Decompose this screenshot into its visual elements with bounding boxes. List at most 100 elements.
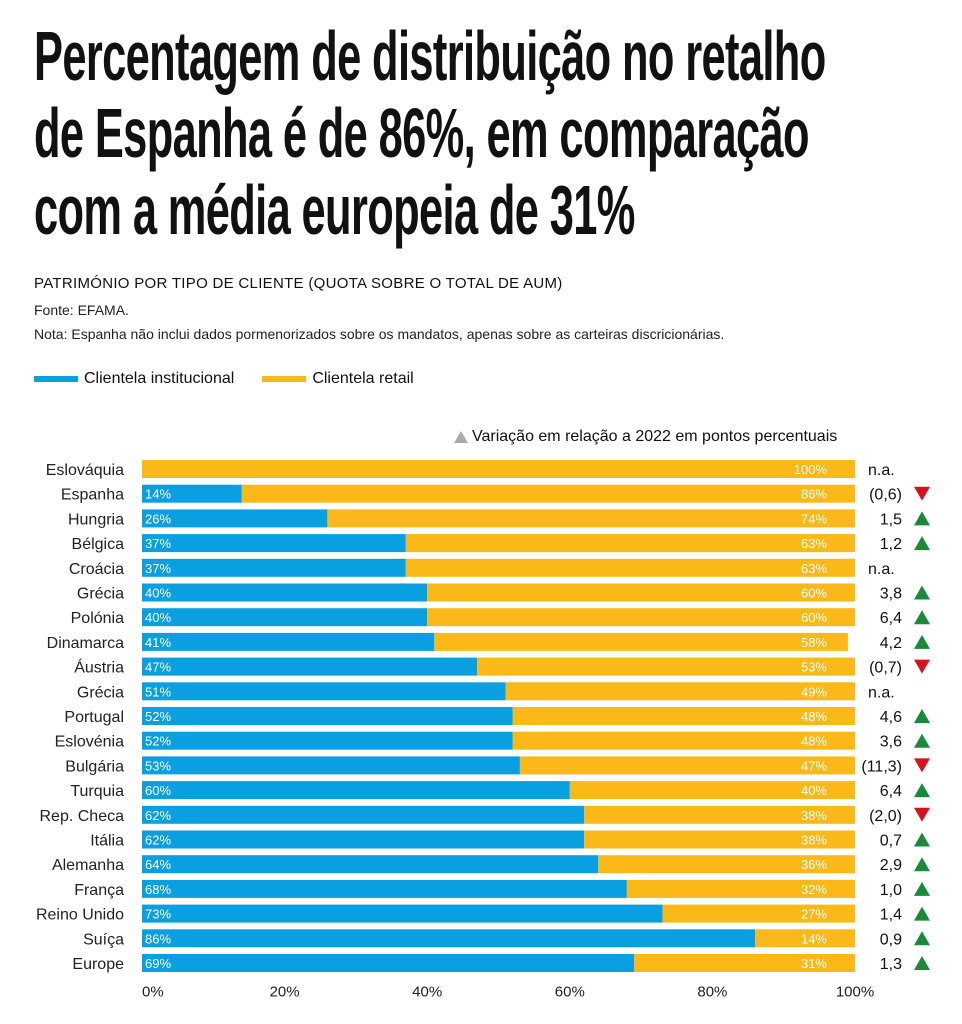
legend-swatch-institutional (34, 376, 78, 382)
legend-item-retail: Clientela retail (262, 370, 414, 388)
bar-retail (241, 484, 855, 503)
data-label-retail: 38% (801, 808, 827, 823)
arrow-up-icon (914, 906, 930, 921)
bar-institutional (142, 682, 506, 701)
category-label: Croácia (69, 561, 124, 578)
bar-retail (569, 781, 855, 800)
arrow-up-icon (914, 610, 930, 625)
data-label-institutional: 37% (145, 536, 171, 551)
data-label-retail: 60% (801, 586, 827, 601)
source-note: Fonte: EFAMA. (34, 302, 129, 318)
bar-retail (584, 805, 855, 824)
data-label-retail: 36% (801, 857, 827, 872)
data-label-institutional: 68% (145, 882, 171, 897)
data-label-institutional: 73% (145, 907, 171, 922)
category-label: Bulgária (65, 758, 124, 775)
arrow-up-icon (914, 511, 930, 526)
bar-institutional (142, 781, 570, 800)
variation-value: 6,4 (880, 783, 902, 800)
data-label-retail: 74% (801, 511, 827, 526)
bar-institutional (142, 756, 520, 775)
bar-retail (434, 632, 848, 651)
variation-value: 1,4 (880, 907, 902, 924)
data-label-institutional: 51% (145, 684, 171, 699)
data-label-institutional: 69% (145, 956, 171, 971)
bar-institutional (142, 509, 328, 528)
arrow-up-icon (914, 783, 930, 798)
arrow-up-icon (914, 733, 930, 748)
variation-note-label: Variação em relação a 2022 em pontos per… (472, 428, 838, 445)
data-label-institutional: 26% (145, 511, 171, 526)
variation-note: Variação em relação a 2022 em pontos per… (454, 428, 837, 446)
arrow-up-icon (914, 709, 930, 723)
bar-retail (662, 904, 855, 923)
category-label: Áustria (74, 658, 124, 677)
chart-subtitle: PATRIMÓNIO POR TIPO DE CLIENTE (QUOTA SO… (34, 275, 563, 292)
x-tick-label: 40% (412, 984, 442, 1001)
bar-retail (477, 657, 855, 676)
bar-retail (427, 608, 855, 627)
variation-value: n.a. (868, 561, 895, 578)
variation-value: (0,6) (869, 487, 902, 504)
x-tick-label: 20% (270, 984, 300, 1001)
bar-retail (512, 707, 855, 725)
arrow-up-icon (914, 881, 930, 896)
bar-retail (626, 879, 855, 898)
bar-institutional (142, 904, 663, 923)
chart-title: Percentagem de distribuição no retalho d… (34, 18, 826, 249)
data-label-retail: 31% (801, 956, 827, 971)
data-label-institutional: 60% (145, 783, 171, 798)
variation-value: 1,0 (880, 882, 902, 899)
bar-retail (142, 460, 855, 478)
data-label-retail: 63% (801, 536, 827, 551)
data-label-retail: 40% (801, 783, 827, 798)
bar-retail (633, 954, 855, 972)
data-label-retail: 48% (801, 709, 827, 724)
legend-label-institutional: Clientela institucional (84, 370, 235, 387)
bar-retail (598, 855, 855, 874)
bar-retail (584, 830, 855, 849)
bar-retail (519, 756, 855, 775)
variation-value: (0,7) (869, 660, 902, 677)
bar-institutional (142, 855, 599, 874)
data-label-retail: 48% (801, 734, 827, 749)
category-label: Itália (90, 833, 124, 850)
variation-value: 0,9 (880, 931, 902, 948)
arrow-up-icon (914, 634, 930, 649)
bar-institutional (142, 879, 627, 898)
title-line-3: com a média europeia de 31% (34, 171, 635, 249)
triangle-icon (454, 431, 468, 443)
variation-value: n.a. (868, 684, 895, 701)
variation-value: 3,8 (880, 586, 902, 603)
bar-institutional (142, 830, 585, 849)
data-label-institutional: 86% (145, 931, 171, 946)
data-label-institutional: 52% (145, 734, 171, 749)
category-label: França (74, 882, 124, 899)
variation-value: 2,9 (880, 857, 902, 874)
arrow-up-icon (914, 585, 930, 600)
data-label-retail: 58% (801, 635, 827, 650)
legend: Clientela institucional Clientela retail (34, 370, 442, 388)
legend-swatch-retail (262, 376, 307, 382)
bar-institutional (142, 534, 406, 553)
data-label-institutional: 37% (145, 561, 171, 576)
variation-value: (2,0) (869, 808, 902, 825)
arrow-down-icon (914, 486, 930, 501)
data-label-retail: 60% (801, 610, 827, 625)
data-label-retail: 53% (801, 660, 827, 675)
arrow-down-icon (914, 758, 930, 773)
bar-institutional (142, 805, 585, 824)
category-label: Bélgica (72, 536, 125, 553)
category-label: Reino Unido (36, 907, 124, 924)
data-label-institutional: 62% (145, 833, 171, 848)
data-label-retail: 100% (794, 462, 828, 477)
category-label: Polónia (71, 610, 124, 627)
bar-institutional (142, 731, 513, 750)
footnote: Nota: Espanha não inclui dados pormenori… (34, 326, 725, 342)
bar-institutional (142, 632, 435, 651)
x-tick-label: 100% (836, 984, 874, 1001)
category-label: Portugal (64, 709, 124, 726)
variation-value: n.a. (868, 462, 895, 479)
variation-value: 3,6 (880, 734, 902, 751)
arrow-down-icon (914, 807, 930, 822)
